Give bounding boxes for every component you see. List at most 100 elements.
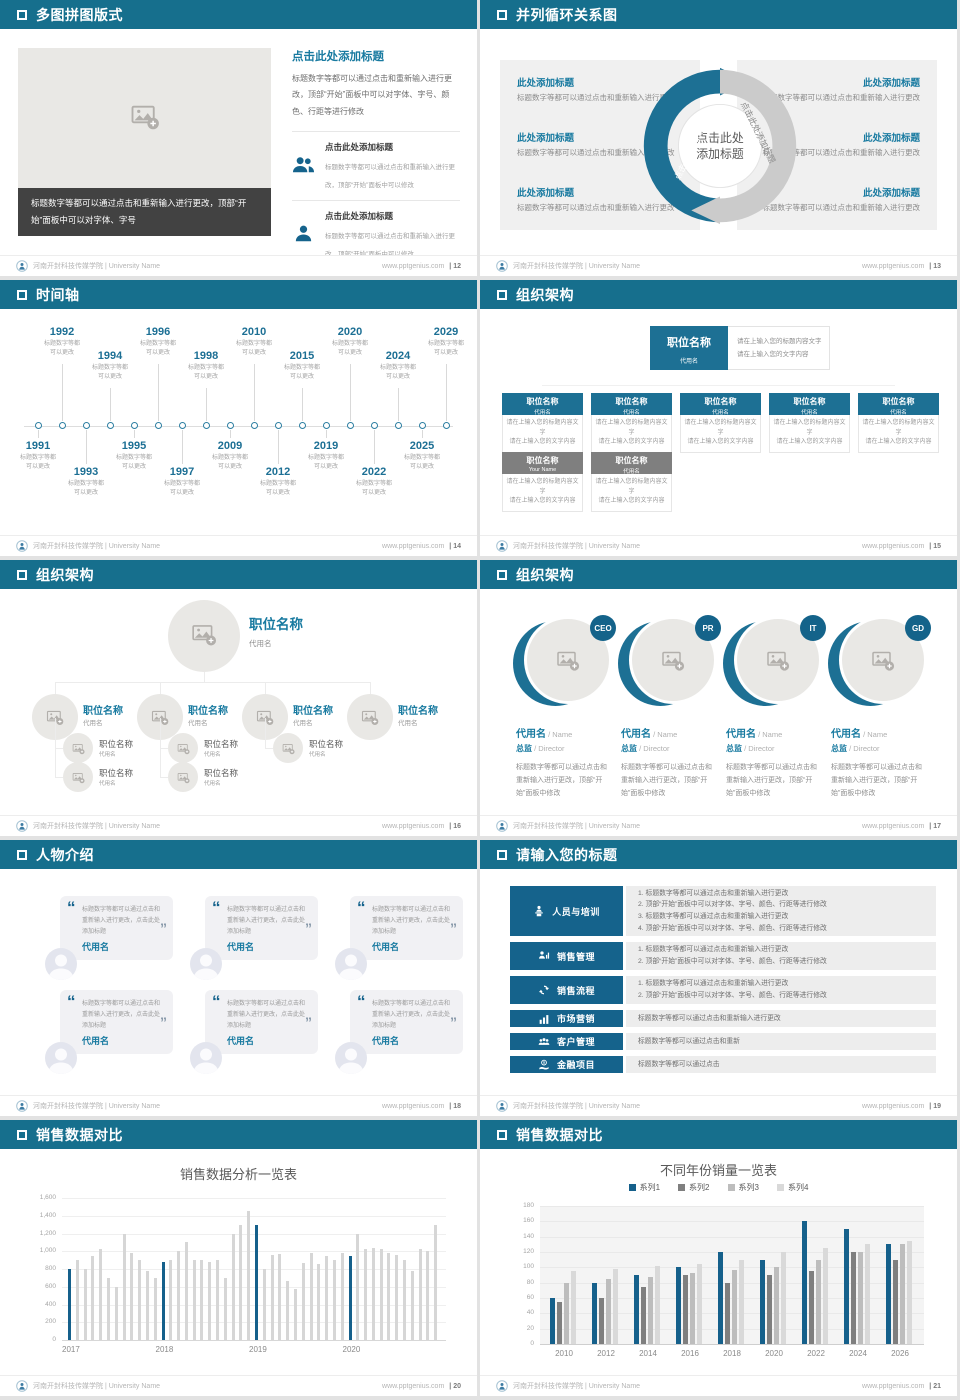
org-connector-line bbox=[204, 672, 205, 682]
timeline-note: 标题数字等都 可以更改 bbox=[91, 365, 128, 381]
org-sub-label: 职位名称 代用名 bbox=[99, 738, 133, 758]
gridline bbox=[540, 1206, 924, 1207]
slide-thumbnail-12[interactable]: 标题数字等都可以通过点击和重新输入进行更改，顶部“开始”面板中可以对字体、字号 … bbox=[0, 0, 477, 276]
footer-site: www.pptgenius.com bbox=[862, 262, 925, 270]
member-text: 标题数字等都可以通过点击和重新输入进行更改，顶部“开始”面板中修改 bbox=[516, 764, 607, 797]
org-branch-avatar bbox=[347, 694, 393, 740]
member-avatar: GD bbox=[828, 615, 931, 712]
x-tick-label: 2024 bbox=[849, 1349, 867, 1358]
timeline-connector bbox=[350, 364, 351, 421]
org-sub-avatar bbox=[63, 762, 93, 792]
slide-thumbnail-14[interactable]: 1991 标题数字等都 可以更改 1992 标题数字等都 可以更改 1993 标题数字等都 可以… bbox=[0, 280, 477, 556]
bar bbox=[130, 1253, 134, 1340]
cycle-item-title: 此处添加标题 bbox=[517, 78, 575, 89]
footer-site: www.pptgenius.com bbox=[862, 822, 925, 830]
y-tick-label: 0 bbox=[52, 1336, 56, 1343]
slide-thumbnail-18[interactable]: “标题数字等都可以通过点击和重新输入进行更改，点击此处添加标题” 代用名 “标题数字… bbox=[0, 840, 477, 1116]
org-box-body: 请在上输入您的标题内容文字 请在上输入您的文字内容 bbox=[591, 415, 672, 453]
org-box-header: 职位名称 Your Name bbox=[502, 452, 583, 474]
timeline-year: 1994 bbox=[97, 350, 123, 362]
timeline-item: 2015 标题数字等都 可以更改 bbox=[275, 350, 329, 383]
category-button-2[interactable]: 销售管理 bbox=[510, 942, 623, 970]
bar bbox=[223, 1277, 227, 1340]
category-button-1[interactable]: 人员与培训 bbox=[510, 886, 623, 936]
bar bbox=[177, 1251, 181, 1340]
footer-page-number: | 21 bbox=[929, 1382, 941, 1390]
bar bbox=[122, 1233, 126, 1340]
slide-thumbnail-21[interactable]: 不同年份销量一览表 系列1 系列2 系列3 系列4 0 20 40 60 80 100 120 14… bbox=[480, 1120, 957, 1396]
category-label: 销售管理 bbox=[556, 951, 595, 962]
university-logo-icon bbox=[16, 820, 28, 832]
org-box-line: 请在上输入您的文字内容 bbox=[598, 498, 665, 505]
bar bbox=[732, 1269, 737, 1344]
org-box-body: 请在上输入您的标题内容文字 请在上输入您的文字内容 bbox=[769, 415, 850, 453]
timeline-connector bbox=[230, 430, 231, 438]
timeline-item: 2025 标题数字等都 可以更改 bbox=[395, 440, 449, 473]
bar bbox=[697, 1263, 702, 1344]
org-connector-line bbox=[55, 682, 371, 683]
org-connector-line bbox=[55, 777, 63, 778]
timeline-dot bbox=[130, 422, 138, 429]
member-column: CEO 代用名 / Name 总监 / Director 标题数字等都可以通过点击和重… bbox=[513, 615, 616, 801]
timeline-dot bbox=[202, 422, 210, 429]
category-button-5[interactable]: 客户管理 bbox=[510, 1033, 623, 1050]
org-box-title: 职位名称 bbox=[615, 397, 648, 406]
item-title: 点击此处添加标题 bbox=[325, 211, 394, 222]
timeline-connector bbox=[326, 430, 327, 438]
y-tick-label: 600 bbox=[45, 1282, 56, 1290]
org-branch-label: 职位名称 代用名 bbox=[293, 702, 333, 727]
timeline-note: 标题数字等都 可以更改 bbox=[211, 455, 248, 471]
cycle-item: 此处添加标题 标题数字等都可以通过点击和重新输入进行更改 bbox=[754, 130, 921, 160]
bar bbox=[192, 1260, 196, 1340]
timeline-year: 1992 bbox=[49, 326, 75, 338]
square-bullet-icon bbox=[497, 849, 507, 860]
footer-brand: 河南开封科技传媒学院 | University Name bbox=[513, 823, 641, 830]
x-tick-label: 2020 bbox=[765, 1349, 783, 1358]
org-root-note-line2: 请在上输入您的文字内容 bbox=[737, 350, 809, 358]
quote-text: 标题数字等都可以通过点击和重新输入进行更改，点击此处添加标题 bbox=[372, 907, 451, 936]
org-box-body: 请在上输入您的标题内容文字 请在上输入您的文字内容 bbox=[680, 415, 761, 453]
category-button-4[interactable]: 市场营销 bbox=[510, 1010, 623, 1027]
footer-site: www.pptgenius.com bbox=[862, 1102, 925, 1110]
slide-thumbnail-15[interactable]: 职位名称 代用名 请在上输入您的标题内容文字 请在上输入您的文字内容 职位名称代… bbox=[480, 280, 957, 556]
timeline-dot bbox=[178, 422, 186, 429]
timeline-note: 标题数字等都 可以更改 bbox=[403, 455, 440, 471]
org-connector-line bbox=[55, 682, 56, 694]
footer-page-number: | 19 bbox=[929, 1102, 941, 1110]
bar bbox=[858, 1252, 863, 1344]
category-button-6[interactable]: ¥ 金融项目 bbox=[510, 1056, 623, 1073]
org-box-title: 职位名称 bbox=[526, 397, 559, 406]
slide-thumbnail-20[interactable]: 销售数据分析一览表 0 200 400 600 800 1,000 1,200 1,400 1,… bbox=[0, 1120, 477, 1396]
footer-brand: 河南开封科技传媒学院 | University Name bbox=[33, 823, 161, 830]
org-box-line: 请在上输入您的标题内容文字 bbox=[773, 420, 846, 436]
square-bullet-icon bbox=[497, 289, 507, 300]
slide-thumbnail-19[interactable]: 人员与培训 1. 标题数字等都可以通过点击和重新输入进行更改 2. 顶部“开始”面板… bbox=[480, 840, 957, 1116]
y-tick-label: 180 bbox=[523, 1202, 534, 1209]
slide-header: 时间轴 bbox=[0, 280, 477, 309]
quote-text: 标题数字等都可以通过点击和重新输入进行更改，点击此处添加标题 bbox=[227, 907, 306, 936]
legend-item: 系列3 bbox=[727, 1182, 759, 1193]
y-tick-label: 1,000 bbox=[39, 1247, 56, 1255]
category-button-3[interactable]: 销售流程 bbox=[510, 976, 623, 1004]
slide-thumbnail-13[interactable]: 此处添加标题 标题数字等都可以通过点击和重新输入进行更改 此处添加标题 标题数字等都可… bbox=[480, 0, 957, 276]
slide-title: 销售数据对比 bbox=[516, 1126, 603, 1143]
slide-title: 时间轴 bbox=[36, 286, 80, 303]
member-text: 标题数字等都可以通过点击和重新输入进行更改，顶部“开始”面板中修改 bbox=[726, 764, 817, 797]
category-label: 人员与培训 bbox=[552, 906, 600, 917]
org-box-name: 代用名 bbox=[801, 410, 818, 416]
slide-footer: 河南开封科技传媒学院 | University Name www.pptgeniu… bbox=[0, 255, 477, 276]
bar bbox=[356, 1233, 360, 1340]
sales-management-icon bbox=[538, 950, 550, 962]
footer-site: www.pptgenius.com bbox=[862, 1382, 925, 1390]
cycle-center-line1: 点击此处 bbox=[696, 131, 744, 145]
org-box-body: 请在上输入您的标题内容文字 请在上输入您的文字内容 bbox=[502, 415, 583, 453]
timeline-item: 1996 标题数字等都 可以更改 bbox=[131, 326, 185, 359]
chart-title: 销售数据分析一览表 bbox=[179, 1167, 297, 1182]
quote-card: “ 标题数字等都可以通过点击和重新输入进行更改，点击此处添加标题” 代用名 bbox=[190, 990, 318, 1074]
slide-thumbnail-17[interactable]: CEO 代用名 / Name 总监 / Director 标题数字等都可以通过点击和重… bbox=[480, 560, 957, 836]
gridline bbox=[62, 1286, 446, 1288]
footer-brand: 河南开封科技传媒学院 | University Name bbox=[513, 263, 641, 270]
slide-thumbnail-16[interactable]: 职位名称 代用名 职位名称 代用名 职位名称 代用名 职位名称 代用名 职位名称 代用名 职位名… bbox=[0, 560, 477, 836]
timeline-item: 1995 标题数字等都 可以更改 bbox=[107, 440, 161, 473]
bar bbox=[325, 1255, 329, 1340]
